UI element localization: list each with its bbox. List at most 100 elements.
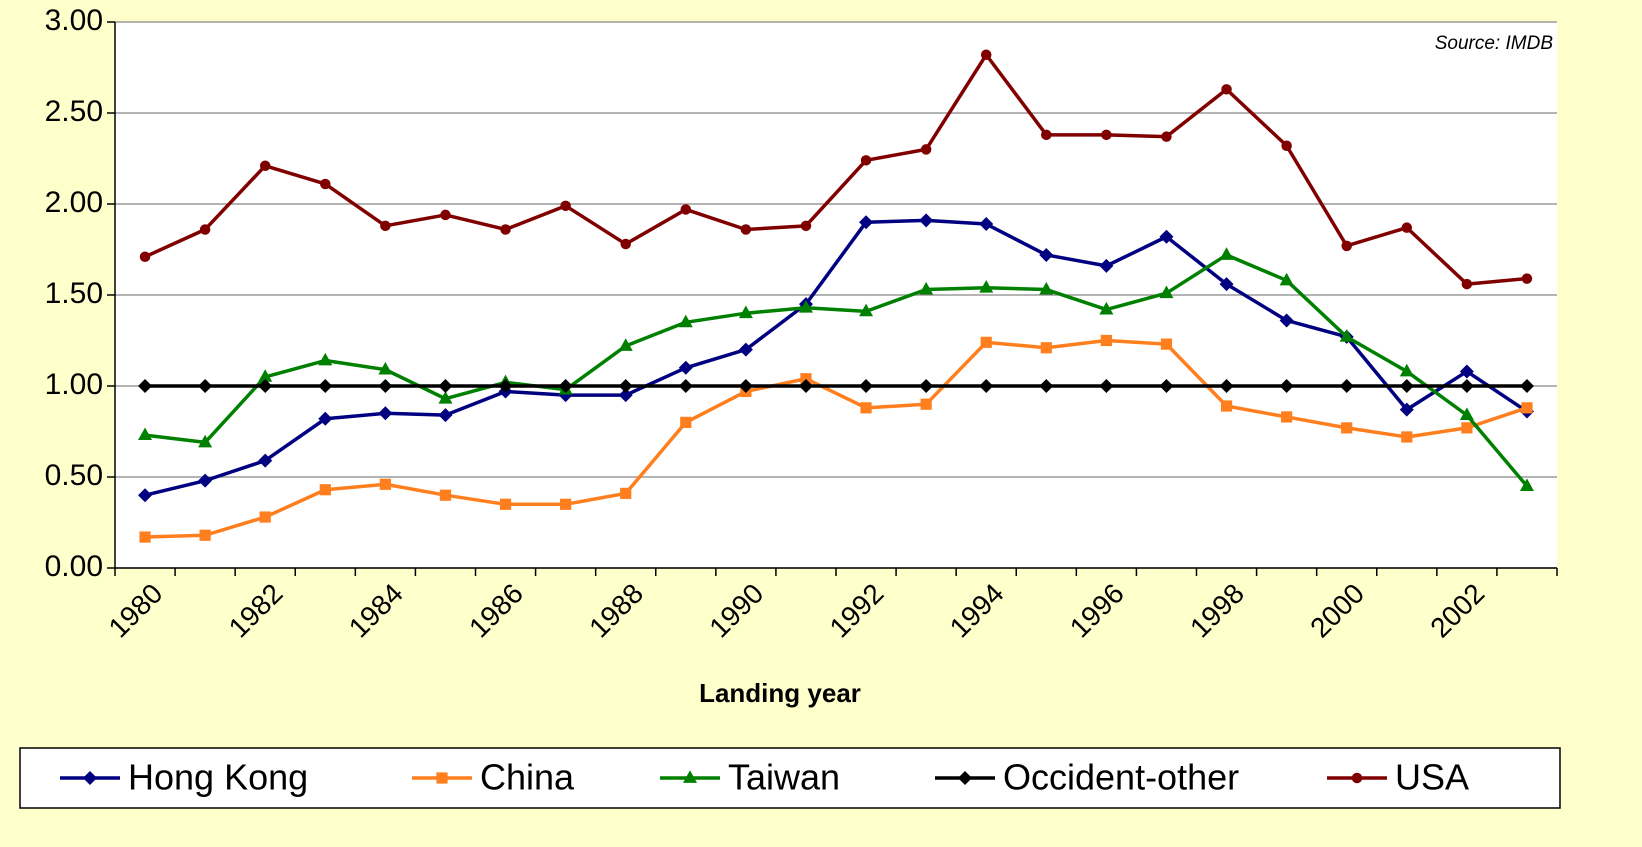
legend-marker bbox=[83, 771, 97, 785]
data-point bbox=[1459, 364, 1474, 379]
data-point bbox=[680, 204, 692, 215]
data-point bbox=[618, 379, 633, 393]
data-point bbox=[438, 391, 453, 404]
data-point bbox=[378, 361, 393, 375]
legend-label: Occident-other bbox=[1003, 757, 1239, 798]
series-line bbox=[144, 53, 1528, 286]
data-point bbox=[440, 209, 451, 221]
data-point bbox=[138, 379, 153, 393]
data-point bbox=[258, 379, 273, 393]
data-point bbox=[1281, 411, 1293, 423]
data-point bbox=[859, 303, 874, 317]
data-point bbox=[1399, 402, 1414, 417]
data-point bbox=[678, 379, 693, 393]
legend-label: Hong Kong bbox=[128, 757, 308, 798]
data-point bbox=[1221, 84, 1232, 95]
data-point bbox=[798, 379, 813, 393]
y-tick-label: 3.00 bbox=[45, 4, 103, 37]
y-tick-label: 2.00 bbox=[45, 186, 103, 219]
data-point bbox=[618, 388, 633, 403]
legend-label: China bbox=[480, 757, 575, 798]
data-point bbox=[919, 379, 934, 393]
data-point bbox=[1219, 379, 1234, 393]
y-tick-label: 1.00 bbox=[45, 368, 103, 401]
data-point bbox=[1099, 379, 1114, 393]
legend-label: Taiwan bbox=[728, 757, 840, 798]
data-point bbox=[1521, 273, 1533, 284]
data-point bbox=[979, 217, 994, 232]
series-line bbox=[144, 218, 1528, 497]
data-point bbox=[1279, 313, 1294, 328]
data-point bbox=[859, 215, 874, 230]
data-point bbox=[1160, 338, 1173, 350]
data-point bbox=[1099, 301, 1114, 315]
data-point bbox=[139, 531, 151, 543]
data-point bbox=[199, 529, 211, 541]
x-axis-title: Landing year bbox=[699, 678, 861, 708]
y-tick-label: 1.50 bbox=[45, 277, 103, 310]
data-point bbox=[1161, 131, 1172, 142]
data-point bbox=[738, 379, 753, 393]
data-point bbox=[1159, 379, 1174, 393]
series-line bbox=[144, 253, 1529, 488]
data-point bbox=[500, 224, 511, 235]
data-point bbox=[1159, 229, 1174, 244]
data-point bbox=[1401, 222, 1413, 233]
legend-marker bbox=[958, 771, 972, 785]
legend-marker bbox=[436, 772, 448, 784]
data-point bbox=[1039, 247, 1054, 262]
data-point bbox=[680, 416, 692, 428]
data-point bbox=[1279, 379, 1294, 393]
data-point bbox=[800, 373, 812, 385]
data-point bbox=[138, 427, 153, 441]
data-point bbox=[979, 280, 994, 293]
data-point bbox=[919, 281, 934, 295]
data-point bbox=[980, 336, 992, 348]
data-point bbox=[318, 352, 333, 366]
data-point bbox=[859, 379, 874, 393]
data-point bbox=[1281, 140, 1292, 152]
data-point bbox=[1519, 379, 1534, 393]
data-point bbox=[558, 379, 573, 393]
data-point bbox=[1461, 278, 1473, 290]
data-point bbox=[498, 379, 513, 393]
data-point bbox=[1399, 379, 1414, 393]
data-point bbox=[1040, 342, 1052, 354]
data-point bbox=[738, 305, 753, 319]
data-point bbox=[1219, 277, 1234, 292]
y-tick-label: 0.00 bbox=[45, 550, 103, 583]
data-point bbox=[798, 300, 813, 313]
data-point bbox=[1339, 379, 1354, 393]
data-point bbox=[1101, 129, 1112, 141]
legend-marker bbox=[683, 770, 697, 783]
data-point bbox=[1461, 422, 1473, 434]
y-tick-label: 2.50 bbox=[45, 95, 103, 128]
source-note: Source: IMDB bbox=[1435, 33, 1554, 54]
data-point bbox=[438, 379, 453, 393]
data-point bbox=[259, 511, 271, 523]
data-point bbox=[979, 379, 994, 393]
data-point bbox=[1159, 285, 1174, 299]
data-point bbox=[319, 484, 331, 496]
data-point bbox=[1521, 402, 1533, 414]
data-point bbox=[678, 314, 693, 328]
legend-label: USA bbox=[1395, 757, 1469, 798]
data-point bbox=[318, 411, 333, 426]
data-point bbox=[259, 160, 271, 172]
data-point bbox=[1341, 240, 1352, 252]
data-point bbox=[740, 224, 752, 235]
data-point bbox=[1401, 431, 1413, 443]
data-point bbox=[738, 342, 753, 357]
data-point bbox=[1041, 129, 1052, 141]
data-point bbox=[980, 49, 992, 61]
data-point bbox=[198, 379, 213, 393]
data-point bbox=[1341, 422, 1353, 434]
data-point bbox=[1099, 258, 1114, 273]
data-point bbox=[1519, 478, 1534, 491]
data-point bbox=[499, 498, 512, 510]
data-point bbox=[198, 473, 213, 488]
data-point bbox=[919, 213, 934, 228]
data-point bbox=[1279, 272, 1294, 286]
